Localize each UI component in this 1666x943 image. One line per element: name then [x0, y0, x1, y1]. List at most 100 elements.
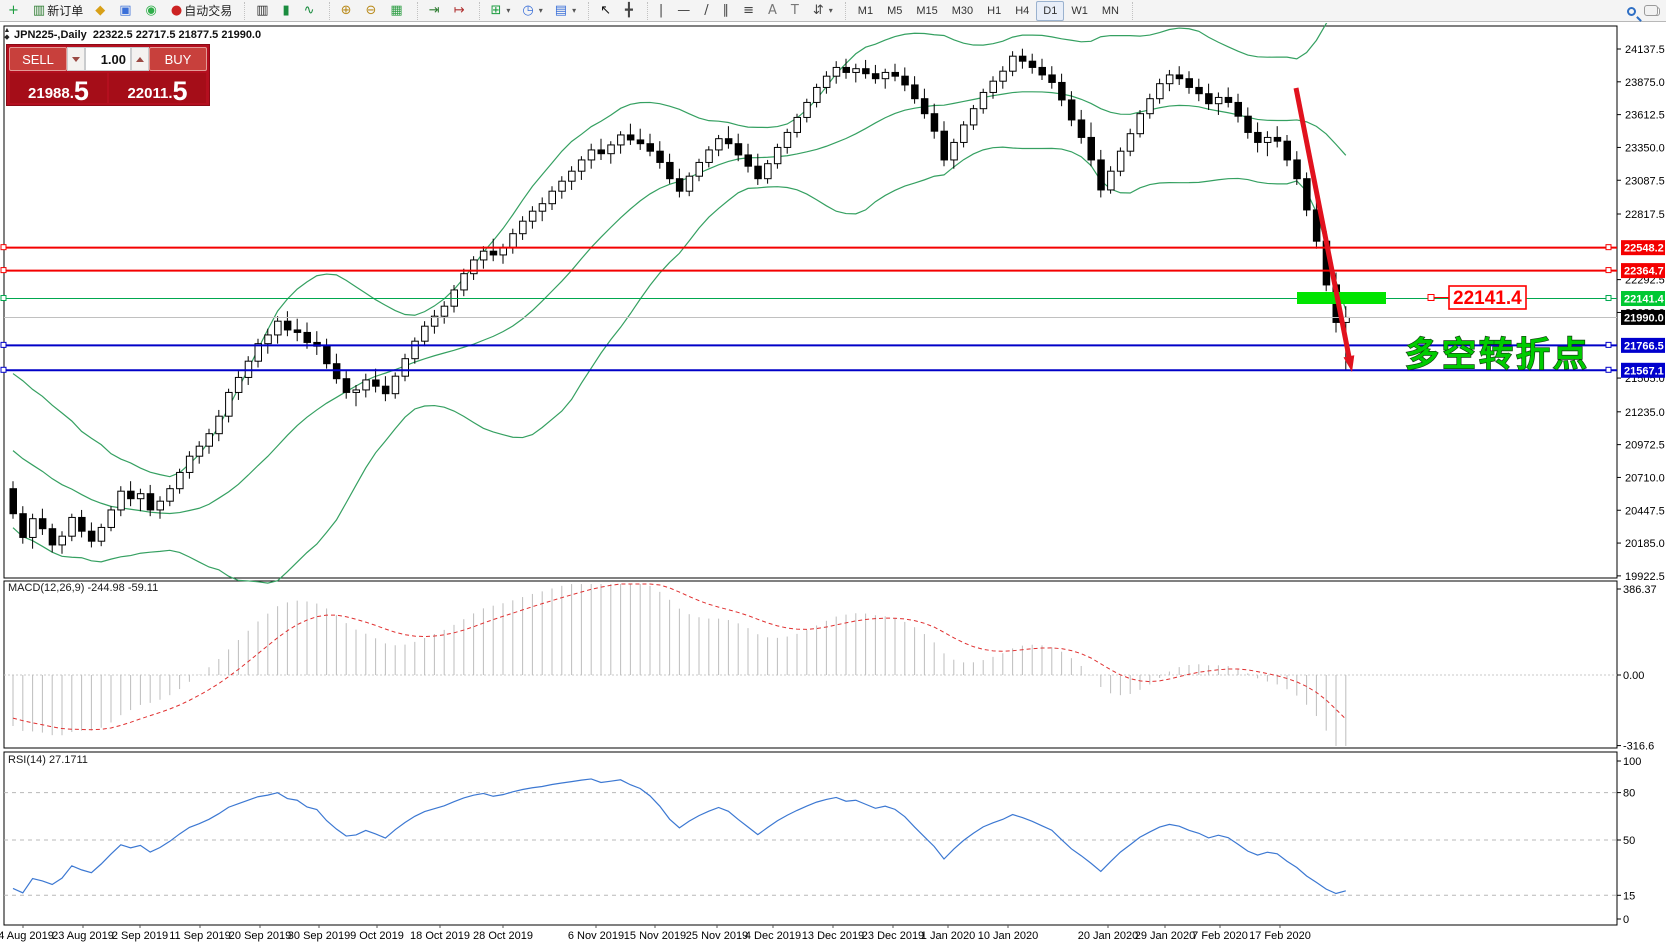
candle-body [617, 134, 625, 146]
candle-body [323, 345, 331, 365]
tf-m5[interactable]: M5 [880, 1, 909, 21]
sell-price[interactable]: 21988. 5 [10, 73, 107, 105]
chart-shift-button[interactable]: ↦ [449, 1, 472, 21]
history-center-button[interactable]: ◆ [90, 1, 112, 21]
price-tag-text: 22548.2 [1624, 243, 1664, 255]
indicators-button[interactable]: ⊞ ▾ [486, 1, 516, 21]
tf-h4-label: H4 [1015, 4, 1030, 17]
label-button[interactable]: T [786, 1, 806, 21]
hline-left-handle[interactable] [0, 244, 7, 251]
zoom-out-button[interactable]: ⊖ [360, 1, 383, 21]
amount-decrease-button[interactable] [67, 47, 85, 71]
candle-body [1214, 96, 1223, 105]
candle-body [479, 250, 488, 261]
signals-button[interactable]: ◉ [141, 1, 164, 21]
autotrade-button[interactable]: ● 自动交易 [166, 1, 237, 21]
hline-right-handle[interactable] [1605, 267, 1612, 274]
macd-pane-frame [3, 580, 1618, 749]
tf-m15[interactable]: M15 [909, 1, 944, 21]
sell-button[interactable]: SELL [9, 47, 67, 71]
tf-m30[interactable]: M30 [945, 1, 980, 21]
chart-collapse-icon[interactable]: ▲ ◆ [3, 27, 11, 41]
rsi-axis-label: 80 [1623, 788, 1635, 800]
periods-button[interactable]: ◷ ▾ [517, 1, 547, 21]
candle-body [421, 325, 429, 342]
tf-mn[interactable]: MN [1095, 1, 1126, 21]
vertical-line-button[interactable]: | [654, 1, 670, 21]
text-button[interactable]: A [763, 1, 784, 21]
hline-right-handle[interactable] [1605, 295, 1612, 302]
candle-body [489, 250, 498, 256]
amount-input[interactable] [85, 47, 131, 71]
buy-button[interactable]: BUY [149, 47, 207, 71]
candle-body [430, 315, 439, 327]
date-axis-label: 25 Nov 2019 [686, 930, 748, 942]
amount-increase-button[interactable] [131, 47, 149, 71]
new-chart-button[interactable]: + [3, 1, 26, 21]
callout-text[interactable]: 22141.4 [1453, 288, 1522, 309]
tf-w1[interactable]: W1 [1064, 1, 1095, 21]
candle-body [822, 75, 831, 88]
hline-right-handle[interactable] [1605, 341, 1612, 348]
macd-label: MACD(12,26,9) -244.98 -59.11 [8, 582, 159, 594]
candle-body [1058, 81, 1066, 101]
candle-body [1097, 159, 1105, 191]
auto-scroll-button[interactable]: ⇥ [424, 1, 447, 21]
date-axis-label: 13 Dec 2019 [802, 930, 864, 942]
trend-arrow-line[interactable] [1293, 87, 1353, 363]
new-order-button[interactable]: ▥ 新订单 [28, 1, 88, 21]
buy-price[interactable]: 22011. 5 [109, 73, 206, 105]
rsi-line [12, 778, 1346, 895]
horizontal-line-button[interactable]: — [672, 1, 697, 21]
monitor-icon: ▣ [119, 3, 132, 18]
zoom-in-button[interactable]: ⊕ [336, 1, 359, 21]
chart-canvas[interactable]: 22141.4 多空转折点 24137.5 23875.0 23612.5 23350.0… [0, 23, 1666, 943]
channel-button[interactable]: ∥ [718, 1, 737, 21]
candle-chart-button[interactable]: ▮ [278, 1, 297, 21]
toolbar-separator [238, 1, 246, 20]
highlight-rectangle[interactable] [1297, 292, 1386, 304]
candle-body [1028, 60, 1037, 68]
bar-chart-button[interactable]: ▥ [251, 1, 275, 21]
price-axis-label: 23875.0 [1625, 77, 1665, 89]
hline-left-handle[interactable] [0, 366, 7, 373]
hline-left-handle[interactable] [0, 341, 7, 348]
candle-body [1224, 96, 1233, 103]
market-watch-button[interactable]: ▣ [114, 1, 138, 21]
macd-signal-line [12, 583, 1347, 731]
cursor-button[interactable]: ↖ [595, 1, 618, 21]
candle-body [597, 149, 605, 155]
candle-body [1312, 209, 1321, 242]
hline-left-handle[interactable] [0, 267, 7, 274]
tf-d1[interactable]: D1 [1036, 0, 1065, 21]
auto-scroll-icon: ⇥ [428, 3, 440, 18]
callout-box[interactable] [1448, 285, 1527, 310]
tf-m1[interactable]: M1 [851, 1, 880, 21]
arrow-tools-icon: ⇵ [812, 3, 824, 18]
crosshair-button[interactable]: ╋ [620, 1, 640, 21]
trend-arrow-head[interactable] [1343, 355, 1355, 372]
chart-symbol-period: JPN225-,Daily [14, 29, 87, 41]
arrow-tools-button[interactable]: ⇵ ▾ [808, 1, 838, 21]
tf-h4[interactable]: H4 [1008, 1, 1036, 21]
chevron-down-icon: ▾ [828, 6, 833, 15]
hline-right-handle[interactable] [1605, 366, 1612, 373]
date-axis-label: 4 Dec 2019 [745, 930, 801, 942]
cn-annotation-text[interactable]: 多空转折点 [1404, 335, 1590, 374]
hline-right-handle[interactable] [1605, 244, 1612, 251]
hline-left-handle[interactable] [0, 295, 7, 302]
tile-windows-button[interactable]: ▦ [385, 1, 409, 21]
candle-body [78, 516, 86, 532]
templates-button[interactable]: ▤ ▾ [550, 1, 581, 21]
callout-anchor-square[interactable] [1427, 294, 1435, 301]
line-chart-button[interactable]: ∿ [299, 1, 322, 21]
price-tag-text: 21766.5 [1624, 340, 1664, 352]
trendline-button[interactable]: / [699, 1, 715, 21]
candle-body [842, 66, 850, 73]
fibonacci-button[interactable]: ≡ [738, 1, 761, 21]
chat-icon[interactable] [1644, 4, 1660, 16]
search-icon[interactable] [1627, 6, 1636, 16]
tf-h1[interactable]: H1 [980, 1, 1008, 21]
candle-body [734, 143, 743, 156]
candle-body [989, 80, 997, 93]
